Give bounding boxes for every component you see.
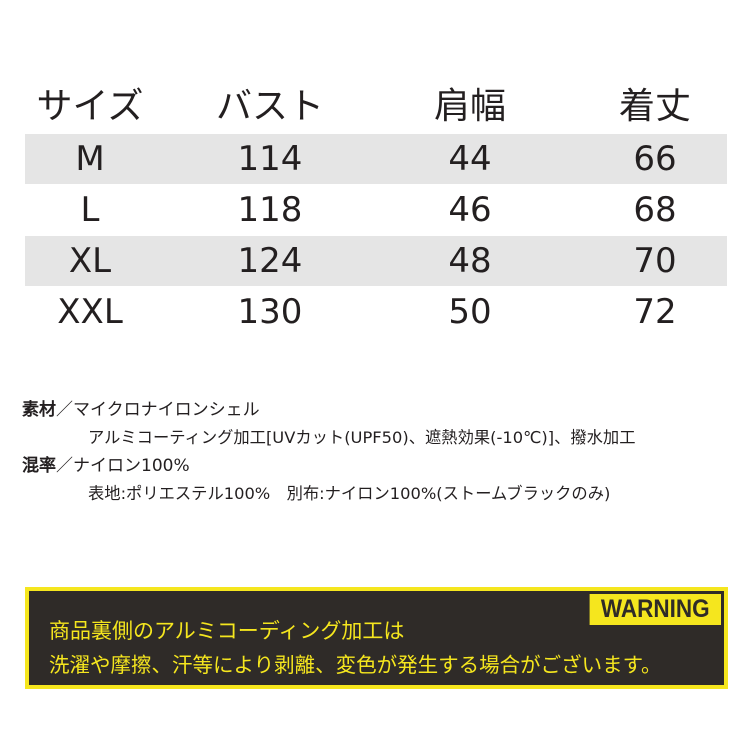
bust-cell: 124 xyxy=(237,241,303,281)
shoulder-cell: 48 xyxy=(448,241,492,281)
size-table-header: サイズ バスト 肩幅 着丈 xyxy=(25,82,727,132)
bust-cell: 130 xyxy=(237,292,303,332)
material-label: 素材 xyxy=(22,400,56,420)
material-detail: アルミコーティング加工[UVカット(UPF50)、遮熱効果(-10℃)]、撥水加… xyxy=(88,428,636,447)
shoulder-cell: 44 xyxy=(448,139,492,179)
table-row: XL 124 48 70 xyxy=(25,236,727,286)
warning-line-2: 洗濯や摩擦、汗等により剥離、変色が発生する場合がございます。 xyxy=(49,653,662,677)
header-size: サイズ xyxy=(36,86,144,127)
length-cell: 72 xyxy=(633,292,677,332)
size-cell: XXL xyxy=(57,292,123,332)
blend-detail: 表地:ポリエステル100% 別布:ナイロン100%(ストームブラックのみ) xyxy=(88,484,611,503)
separator: ／ xyxy=(56,456,73,476)
size-cell: L xyxy=(80,190,100,230)
length-cell: 68 xyxy=(633,190,677,230)
material-line: 素材／マイクロナイロンシェル xyxy=(22,396,260,424)
table-row: XXL 130 50 72 xyxy=(25,287,727,337)
material-value: マイクロナイロンシェル xyxy=(73,400,260,420)
table-row: L 118 46 68 xyxy=(25,185,727,235)
bust-cell: 114 xyxy=(237,139,303,179)
bust-cell: 118 xyxy=(237,190,303,230)
length-cell: 66 xyxy=(633,139,677,179)
table-row: M 114 44 66 xyxy=(25,134,727,184)
blend-line: 混率／ナイロン100% xyxy=(22,452,190,480)
header-shoulder: 肩幅 xyxy=(433,86,506,127)
separator: ／ xyxy=(56,400,73,420)
header-bust: バスト xyxy=(215,86,324,127)
shoulder-cell: 46 xyxy=(448,190,492,230)
blend-value: ナイロン100% xyxy=(73,456,190,476)
warning-line-1: 商品裏側のアルミコーディング加工は xyxy=(49,619,405,643)
blend-label: 混率 xyxy=(22,456,56,476)
size-cell: XL xyxy=(68,241,112,281)
length-cell: 70 xyxy=(633,241,677,281)
header-length: 着丈 xyxy=(618,86,691,127)
shoulder-cell: 50 xyxy=(448,292,492,332)
warning-tag: WARNING xyxy=(589,594,721,625)
warning-box: WARNING 商品裏側のアルミコーディング加工は 洗濯や摩擦、汗等により剥離、… xyxy=(25,587,728,689)
size-cell: M xyxy=(75,139,105,179)
